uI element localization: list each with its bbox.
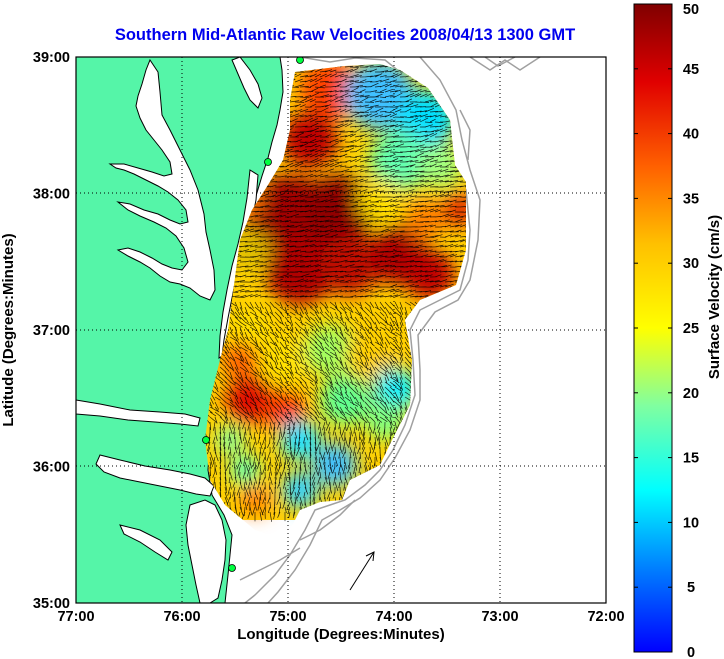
bathymetry-contours [239,57,541,603]
colorbar-tick-label: 0 [687,645,695,659]
radar-stations [202,57,304,572]
chesapeake-bay [108,58,216,301]
colorbar-label: Surface Velocity (cm/s) [706,215,723,379]
colorbar-tick-label: 50 [683,2,699,18]
colorbar-tick-labels: 0 5 10 15 20 25 30 35 40 45 50 [634,2,699,659]
plot-border [75,56,607,604]
y-tick-label: 36:00 [33,460,70,476]
colorbar-tick-label: 15 [683,451,699,467]
colorbar-tick-label: 5 [687,580,695,596]
colorbar-tick-label: 25 [683,321,699,337]
x-axis-label: Longitude (Degrees:Minutes) [237,626,445,643]
y-tick-label: 35:00 [33,596,70,612]
radar-station [228,564,236,572]
scale-arrow [349,551,375,591]
radar-station [202,436,210,444]
river-estuary-2 [119,524,173,561]
colorbar-tick-label: 45 [683,62,699,78]
colorbar-tick-label: 20 [683,386,699,402]
colorbar-tick-label: 30 [683,256,699,272]
delaware-bay [231,57,263,109]
albemarle-sound [95,454,215,497]
colorbar-tick-label: 10 [683,515,699,531]
river-estuary [76,399,201,427]
radar-station [296,57,304,64]
x-tick-label: 76:00 [163,609,200,625]
chart-title: Southern Mid-Atlantic Raw Velocities 200… [115,26,575,44]
x-tick-label: 73:00 [481,609,518,625]
x-tick-label: 77:00 [57,609,94,625]
y-tick-label: 37:00 [33,323,70,339]
colorbar-tick-label: 40 [683,127,699,143]
colorbar [633,3,673,653]
y-tick-labels: 35:00 36:00 37:00 38:00 39:00 [33,50,70,612]
x-tick-label: 72:00 [587,609,624,625]
y-axis-label: Latitude (Degrees:Minutes) [0,233,17,426]
x-tick-label: 75:00 [269,609,306,625]
x-tick-labels: 77:00 76:00 75:00 74:00 73:00 72:00 [57,609,624,625]
radar-station [264,158,272,166]
pamlico-sound [185,499,227,603]
y-tick-label: 39:00 [33,50,70,66]
colorbar-tick-label: 35 [683,191,699,207]
gridlines [76,57,606,603]
x-tick-label: 74:00 [375,609,412,625]
y-tick-label: 38:00 [33,187,70,203]
